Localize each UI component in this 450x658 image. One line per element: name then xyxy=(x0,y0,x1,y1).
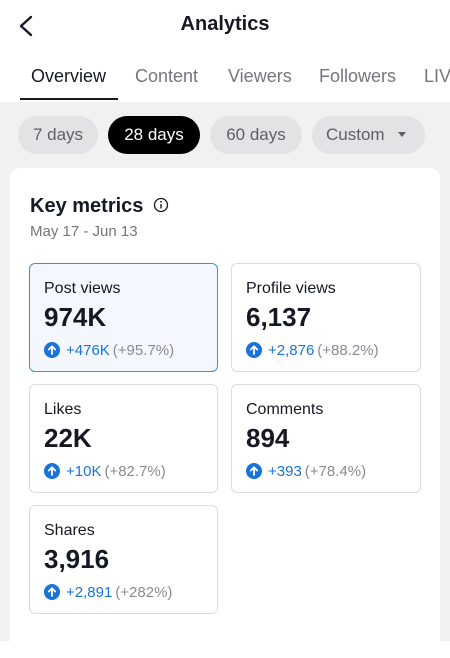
up-arrow-icon xyxy=(44,342,60,358)
metric-change: +2,891 (+282%) xyxy=(44,584,172,601)
metric-box[interactable]: Shares 3,916 +2,891 (+282%) xyxy=(29,505,218,614)
change-percent: (+282%) xyxy=(115,584,173,601)
up-arrow-icon xyxy=(44,584,60,600)
up-arrow-icon xyxy=(246,342,262,358)
tab[interactable]: Followers xyxy=(319,66,397,86)
change-percent: (+82.7%) xyxy=(104,463,166,480)
metric-value: 6,137 xyxy=(246,302,312,332)
metric-value: 22K xyxy=(44,423,92,453)
change-percent: (+88.2%) xyxy=(317,342,379,359)
metric-name: Likes xyxy=(44,401,82,418)
up-arrow-icon xyxy=(246,463,262,479)
change-amount: +393 xyxy=(268,463,302,480)
metric-name: Comments xyxy=(246,401,324,418)
metric-name: Shares xyxy=(44,522,95,539)
tab[interactable]: Viewers xyxy=(228,66,292,86)
filter-pill[interactable]: 28 days xyxy=(108,116,200,154)
filter-pill[interactable]: Custom xyxy=(312,116,425,154)
filter-label: 60 days xyxy=(226,125,286,144)
metric-value: 974K xyxy=(44,302,107,332)
metric-box[interactable]: Likes 22K +10K (+82.7%) xyxy=(29,384,218,493)
metric-change: +393 (+78.4%) xyxy=(246,463,366,480)
tab[interactable]: Content xyxy=(135,66,199,86)
metric-name: Profile views xyxy=(246,280,336,297)
filter-label: 7 days xyxy=(32,125,84,144)
metric-change: +476K (+95.7%) xyxy=(44,342,174,359)
card-title-text: Key metrics xyxy=(30,195,144,217)
tab[interactable]: LIVE xyxy=(424,66,450,86)
filter-label: Custom xyxy=(326,125,385,144)
change-amount: +2,876 xyxy=(268,342,315,359)
change-amount: +2,891 xyxy=(66,584,113,601)
tab-bar: Overview Content Viewers Followers LIVE xyxy=(0,64,450,103)
filter-label: 28 days xyxy=(124,125,184,144)
metric-change: +2,876 (+88.2%) xyxy=(246,342,379,359)
up-arrow-icon xyxy=(44,463,60,479)
metric-box[interactable]: Profile views 6,137 +2,876 (+88.2%) xyxy=(231,263,421,372)
metric-change: +10K (+82.7%) xyxy=(44,463,166,480)
change-percent: (+95.7%) xyxy=(112,342,175,359)
filter-pill[interactable]: 60 days xyxy=(210,116,302,154)
change-amount: +10K xyxy=(66,463,102,480)
metric-value: 894 xyxy=(246,423,290,453)
dropdown-caret xyxy=(397,132,406,137)
change-percent: (+78.4%) xyxy=(304,463,367,480)
tab[interactable]: Overview xyxy=(19,66,119,100)
metric-box[interactable]: Comments 894 +393 (+78.4%) xyxy=(231,384,421,493)
change-amount: +476K xyxy=(66,342,110,359)
metric-box[interactable]: Post views 974K +476K (+95.7%) xyxy=(29,263,218,372)
back-button[interactable] xyxy=(16,14,38,38)
analytics-screen: {"header": {"title": "Analytics"}, "tabs… xyxy=(0,13,450,641)
metric-value: 3,916 xyxy=(44,544,110,574)
date-range: May 17 - Jun 13 xyxy=(30,223,138,240)
filter-pill[interactable]: 7 days xyxy=(18,116,98,154)
card-title: Key metrics xyxy=(30,195,169,218)
metric-name: Post views xyxy=(44,280,121,297)
page-title: Analytics xyxy=(180,13,270,35)
info-icon[interactable] xyxy=(153,197,169,213)
